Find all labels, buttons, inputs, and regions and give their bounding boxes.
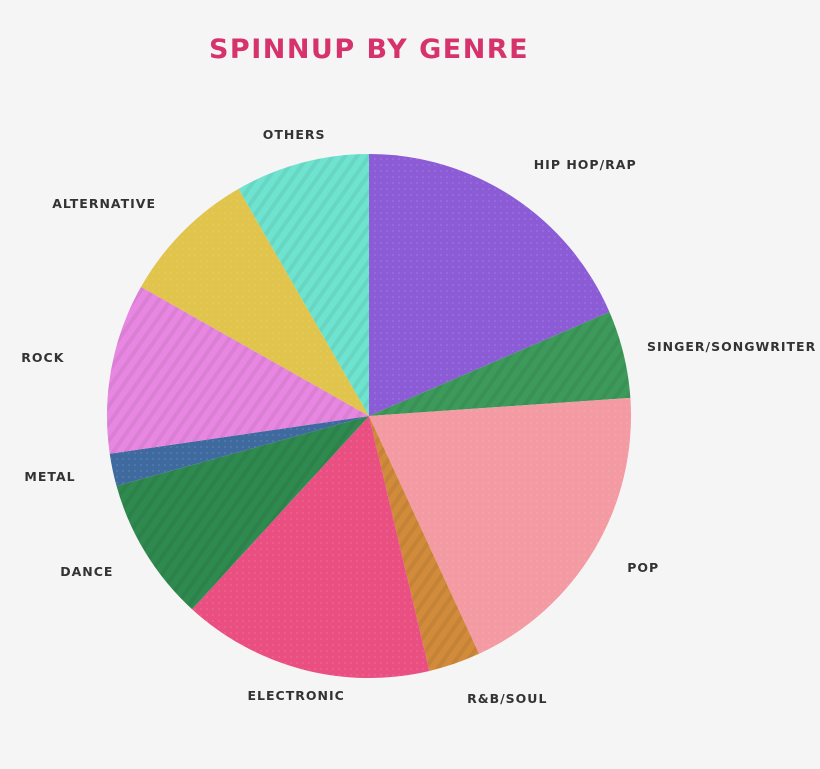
pie-slice-texture: [109, 416, 369, 486]
chart-title: SPINNUP BY GENRE: [208, 34, 530, 65]
pie-slice-texture: [106, 286, 370, 454]
pie-slice-texture: [141, 188, 369, 416]
slice-label-electronic: ELECTRONIC: [247, 688, 345, 704]
pie-slice-texture: [238, 154, 369, 416]
pie-slice-texture: [192, 416, 430, 678]
slice-label-pop: POP: [627, 560, 660, 576]
pie-slice-texture: [369, 154, 610, 416]
slice-label-others: OTHERS: [262, 127, 326, 143]
slice-label-hip-hop-rap: HIP HOP/RAP: [533, 156, 637, 172]
slice-label-alternative: ALTERNATIVE: [52, 196, 157, 212]
slice-label-rock: ROCK: [21, 350, 65, 366]
pie-slice-texture: [116, 416, 369, 610]
pie-slice-texture: [369, 311, 631, 416]
slice-label-randb-soul: R&B/SOUL: [467, 691, 548, 707]
pie-slice-texture: [369, 397, 631, 654]
slice-label-metal: METAL: [24, 469, 76, 485]
slice-label-dance: DANCE: [60, 564, 114, 580]
slice-label-singer-songwriter: SINGER/SONGWRITER: [647, 338, 817, 354]
pie-texture-overlay: [106, 154, 631, 678]
pie-slice-texture: [369, 416, 480, 671]
